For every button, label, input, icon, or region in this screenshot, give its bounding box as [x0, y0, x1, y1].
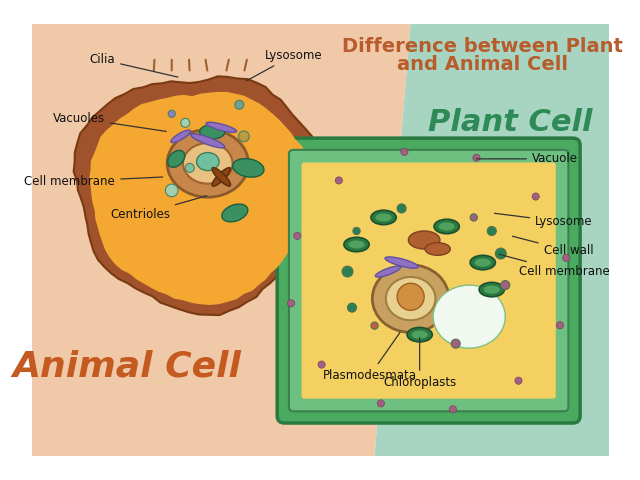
Ellipse shape	[206, 122, 237, 132]
Circle shape	[165, 184, 178, 197]
Ellipse shape	[376, 214, 392, 221]
Text: Centrioles: Centrioles	[110, 196, 207, 221]
Ellipse shape	[408, 231, 440, 249]
Circle shape	[397, 204, 406, 213]
Circle shape	[449, 406, 456, 413]
Circle shape	[377, 400, 385, 407]
Ellipse shape	[212, 168, 230, 186]
Ellipse shape	[412, 331, 428, 339]
Ellipse shape	[386, 277, 435, 320]
Text: Cilia: Cilia	[90, 53, 178, 77]
Text: Difference between Plant: Difference between Plant	[342, 36, 623, 56]
Circle shape	[294, 232, 301, 240]
Ellipse shape	[433, 285, 506, 348]
Text: Cell wall: Cell wall	[513, 236, 593, 257]
Ellipse shape	[434, 219, 460, 234]
Ellipse shape	[407, 327, 432, 342]
Ellipse shape	[191, 134, 225, 148]
Ellipse shape	[385, 257, 418, 268]
Circle shape	[342, 266, 353, 277]
Text: Vacuoles: Vacuoles	[53, 112, 166, 132]
Ellipse shape	[470, 255, 495, 270]
Polygon shape	[374, 24, 609, 456]
Circle shape	[401, 148, 408, 156]
Circle shape	[532, 193, 540, 200]
Text: Cell membrane: Cell membrane	[24, 175, 163, 188]
Ellipse shape	[200, 125, 225, 139]
Ellipse shape	[375, 266, 401, 277]
Ellipse shape	[212, 168, 230, 186]
Text: Lysosome: Lysosome	[495, 213, 593, 228]
Text: Plasmodesmata: Plasmodesmata	[323, 333, 417, 382]
Circle shape	[335, 177, 342, 184]
Ellipse shape	[171, 130, 191, 143]
Circle shape	[185, 163, 195, 172]
Text: Animal Cell: Animal Cell	[12, 349, 241, 383]
Circle shape	[168, 110, 175, 118]
Ellipse shape	[372, 265, 449, 333]
Ellipse shape	[196, 153, 219, 170]
Circle shape	[556, 322, 564, 329]
FancyBboxPatch shape	[301, 162, 556, 399]
Ellipse shape	[438, 222, 455, 230]
Text: Chloroplasts: Chloroplasts	[383, 337, 456, 389]
Text: Vacuole: Vacuole	[477, 152, 578, 166]
Circle shape	[451, 339, 460, 348]
Circle shape	[397, 283, 424, 310]
Ellipse shape	[167, 130, 248, 197]
Ellipse shape	[233, 158, 264, 177]
FancyBboxPatch shape	[289, 150, 568, 411]
Circle shape	[353, 228, 360, 235]
Ellipse shape	[222, 204, 248, 222]
Circle shape	[487, 227, 496, 236]
Circle shape	[563, 254, 570, 262]
Ellipse shape	[484, 286, 500, 294]
Polygon shape	[89, 92, 316, 305]
Text: Lysosome: Lysosome	[246, 48, 323, 81]
Ellipse shape	[475, 259, 491, 266]
Circle shape	[287, 300, 294, 307]
Circle shape	[500, 281, 510, 289]
Polygon shape	[74, 76, 329, 315]
Circle shape	[515, 377, 522, 384]
Circle shape	[495, 248, 506, 259]
Ellipse shape	[344, 237, 369, 252]
Ellipse shape	[371, 210, 396, 225]
Polygon shape	[32, 24, 411, 456]
Circle shape	[239, 131, 249, 142]
Ellipse shape	[479, 282, 504, 297]
Circle shape	[235, 100, 244, 109]
Circle shape	[371, 322, 378, 329]
Text: Cell membrane: Cell membrane	[499, 254, 609, 278]
FancyBboxPatch shape	[277, 138, 580, 423]
Text: and Animal Cell: and Animal Cell	[397, 55, 568, 74]
Circle shape	[470, 214, 477, 221]
Ellipse shape	[348, 240, 365, 249]
Circle shape	[348, 303, 356, 312]
Ellipse shape	[183, 143, 232, 184]
Circle shape	[180, 118, 189, 127]
Ellipse shape	[425, 243, 451, 255]
Ellipse shape	[168, 150, 185, 168]
Circle shape	[473, 154, 480, 161]
Text: Plant Cell: Plant Cell	[428, 108, 592, 137]
Circle shape	[318, 361, 325, 368]
